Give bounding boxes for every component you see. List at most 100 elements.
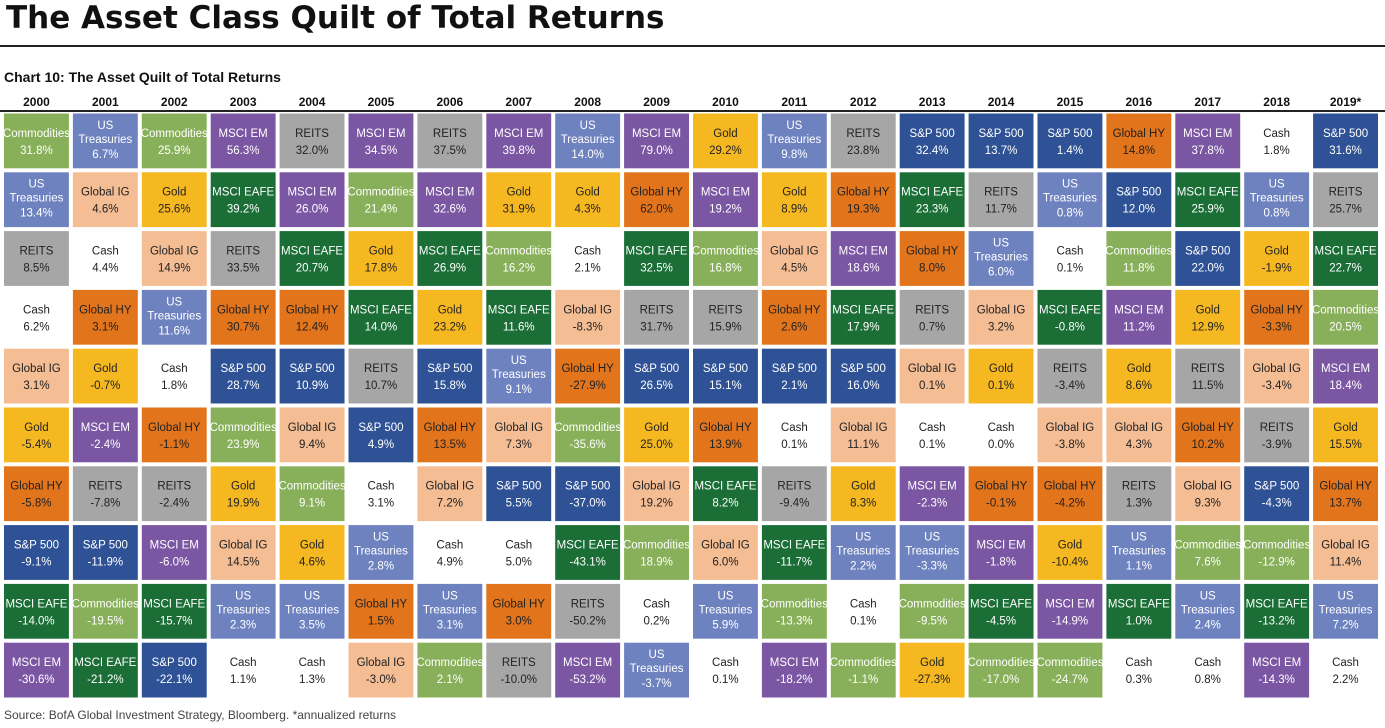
cell-asset-label: MSCI EM	[287, 187, 336, 199]
quilt-cell	[417, 231, 483, 286]
cell-asset-label: S&P 500	[1047, 128, 1092, 140]
cell-asset-label: Gold	[162, 187, 186, 199]
cell-return-value: 12.0%	[1123, 204, 1156, 216]
quilt-cell	[693, 642, 758, 698]
cell-asset-label: Commodities	[554, 422, 621, 434]
cell-return-value: 0.8%	[1195, 674, 1221, 686]
quilt-cell	[1175, 525, 1241, 580]
quilt-cell	[968, 289, 1034, 345]
cell-asset-label: Cash	[230, 657, 257, 669]
header-divider	[0, 110, 1385, 112]
cell-return-value: 26.9%	[434, 263, 467, 275]
cell-return-value: 9.8%	[781, 149, 807, 161]
cell-return-value: -5.4%	[21, 439, 51, 451]
quilt-cell	[899, 231, 965, 286]
cell-asset-label: US	[166, 296, 182, 308]
cell-return-value: 3.0%	[506, 615, 532, 627]
quilt-cell	[348, 466, 414, 522]
quilt-cell	[279, 113, 345, 169]
cell-asset-label: REITS	[433, 128, 467, 140]
cell-return-value: 11.5%	[1192, 380, 1224, 392]
quilt-cell	[210, 466, 276, 522]
cell-return-value: 1.1%	[230, 674, 256, 686]
cell-return-value: 26.5%	[640, 380, 673, 392]
cell-return-value: -0.7%	[90, 380, 120, 392]
quilt-cell	[1037, 525, 1103, 580]
cell-asset-label: Global IG	[1321, 540, 1370, 552]
cell-return-value: -15.7%	[156, 615, 192, 627]
year-label: 2003	[230, 95, 257, 109]
quilt-cell	[693, 407, 758, 463]
cell-asset-label: Treasuries	[1181, 604, 1235, 616]
cell-return-value: 14.0%	[365, 321, 398, 333]
quilt-cell	[1175, 348, 1241, 404]
cell-asset-label: Global IG	[1115, 422, 1164, 434]
cell-asset-label: Treasuries	[1319, 604, 1373, 616]
cell-asset-label: Gold	[24, 422, 48, 434]
cell-return-value: 0.1%	[850, 615, 876, 627]
quilt-cell	[348, 289, 414, 345]
cell-return-value: 37.8%	[1191, 145, 1224, 157]
cell-return-value: 2.8%	[368, 561, 394, 573]
quilt-cell	[1106, 113, 1172, 169]
quilt-cell	[693, 525, 758, 580]
quilt-cell	[555, 289, 621, 345]
cell-asset-label: US	[1062, 179, 1078, 191]
cell-asset-label: Treasuries	[1043, 193, 1097, 205]
cell-asset-label: MSCI EAFE	[1315, 246, 1377, 258]
quilt-cell	[1244, 289, 1310, 345]
cell-return-value: 7.2%	[437, 498, 463, 510]
cell-asset-label: MSCI EAFE	[419, 246, 481, 258]
quilt-cell	[1175, 466, 1241, 522]
quilt-cell	[830, 289, 896, 345]
quilt-cell	[899, 407, 965, 463]
cell-asset-label: REITS	[571, 598, 605, 610]
cell-asset-label: US	[1131, 532, 1147, 544]
quilt-cell	[486, 583, 552, 639]
cell-return-value: 3.2%	[988, 321, 1014, 333]
cell-return-value: 6.2%	[23, 321, 49, 333]
cell-asset-label: MSCI EM	[632, 128, 681, 140]
quilt-cell	[279, 172, 345, 228]
source-note: Source: BofA Global Investment Strategy,…	[4, 708, 396, 722]
quilt-cell	[761, 466, 827, 522]
cell-asset-label: Commodities	[416, 657, 483, 669]
cell-return-value: 14.5%	[227, 557, 260, 569]
cell-return-value: 31.8%	[20, 145, 53, 157]
cell-asset-label: S&P 500	[152, 657, 197, 669]
cell-return-value: 10.7%	[365, 380, 398, 392]
quilt-cell	[417, 642, 483, 698]
cell-return-value: -3.9%	[1262, 439, 1292, 451]
quilt-cell	[1313, 113, 1378, 169]
cell-return-value: 6.0%	[712, 557, 738, 569]
cell-return-value: -22.1%	[156, 674, 192, 686]
cell-return-value: 30.7%	[227, 321, 260, 333]
quilt-cell	[624, 113, 689, 169]
cell-asset-label: MSCI EAFE	[763, 540, 825, 552]
cell-return-value: 6.7%	[92, 149, 118, 161]
cell-asset-label: Cash	[92, 246, 119, 258]
cell-return-value: 0.1%	[781, 439, 807, 451]
cell-asset-label: Global IG	[977, 304, 1026, 316]
cell-asset-label: Commodities	[623, 540, 690, 552]
cell-return-value: 32.5%	[640, 263, 673, 275]
cell-asset-label: MSCI EAFE	[488, 304, 550, 316]
year-label: 2008	[574, 95, 601, 109]
quilt-cell	[1175, 583, 1241, 639]
quilt-cell	[830, 113, 896, 169]
cell-return-value: 16.0%	[847, 380, 880, 392]
quilt-cell	[899, 525, 965, 580]
cell-return-value: 0.1%	[988, 380, 1014, 392]
quilt-cell	[830, 348, 896, 404]
cell-asset-label: MSCI EAFE	[212, 187, 274, 199]
cell-asset-label: Cash	[919, 422, 946, 434]
cell-asset-label: Commodities	[72, 598, 139, 610]
quilt-cell	[624, 466, 689, 522]
cell-return-value: 34.5%	[365, 145, 398, 157]
quilt-cell	[141, 583, 207, 639]
cell-asset-label: Gold	[576, 187, 600, 199]
cell-return-value: -0.8%	[1055, 321, 1085, 333]
quilt-cell	[348, 525, 414, 580]
cell-return-value: 37.5%	[434, 145, 467, 157]
quilt-cell	[1106, 231, 1172, 286]
